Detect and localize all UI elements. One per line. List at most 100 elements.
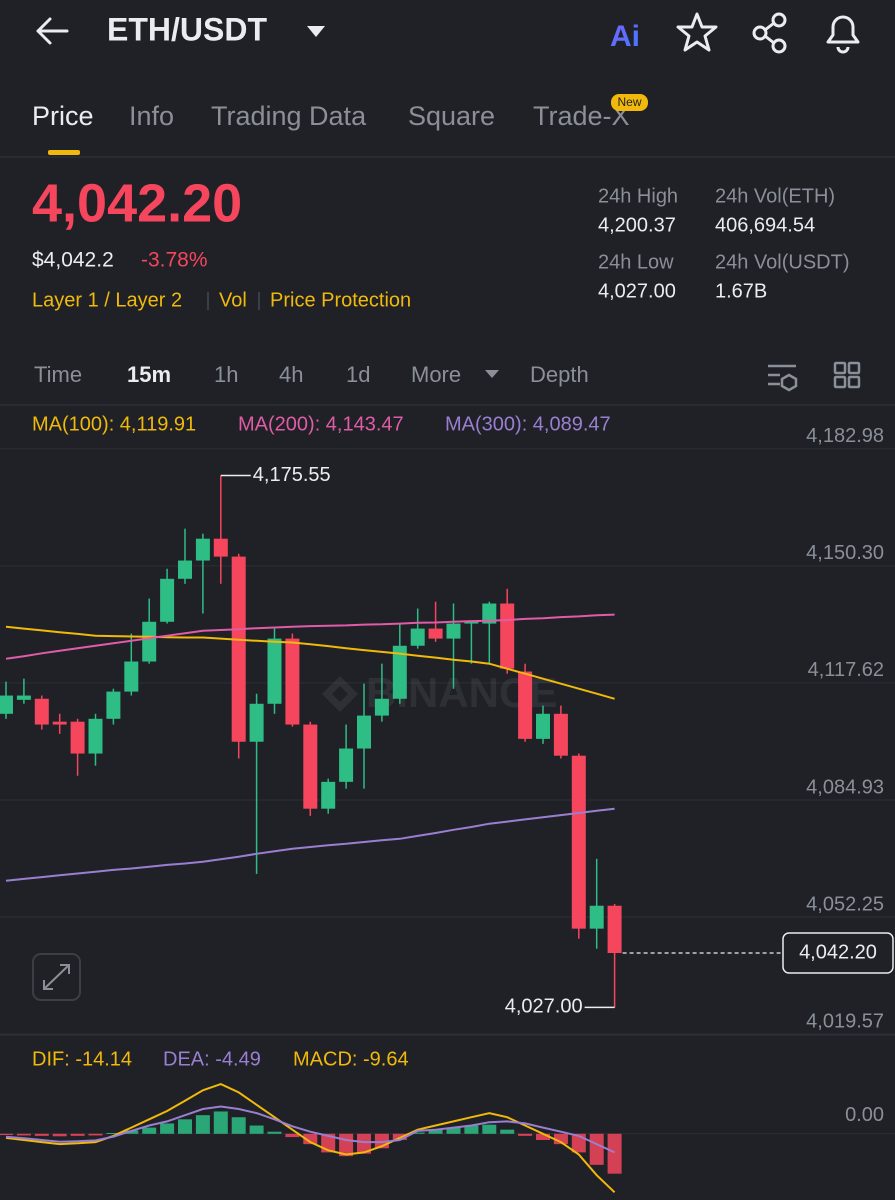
timeframe[interactable]: More	[411, 362, 461, 387]
macd-bar	[428, 1129, 443, 1134]
tab[interactable]: Square	[408, 101, 495, 131]
macd-bar	[589, 1133, 604, 1165]
ma-legend: MA(100): 4,119.91	[32, 413, 196, 435]
macd-bar	[267, 1131, 282, 1134]
tab[interactable]: Trading Data	[211, 101, 367, 131]
candle-body	[106, 691, 121, 719]
y-tick-label: 4,052.25	[806, 893, 884, 915]
macd-bar	[249, 1125, 264, 1134]
macd-bar	[16, 1133, 31, 1136]
favorite-button[interactable]	[676, 12, 718, 52]
high-marker-label: 4,175.55	[253, 464, 331, 486]
candle-body	[518, 671, 533, 739]
macd-bar	[303, 1133, 318, 1145]
usd-price: $4,042.2	[32, 249, 114, 272]
candle-body	[410, 628, 425, 646]
candle-body	[34, 698, 49, 725]
candle-body	[446, 623, 461, 639]
macd-bar	[518, 1133, 533, 1136]
new-badge-text: New	[617, 95, 641, 109]
candle-body	[339, 748, 354, 782]
timeframe[interactable]: 1h	[214, 362, 238, 387]
active-tab-indicator	[48, 150, 80, 155]
candle-body	[88, 718, 103, 754]
macd-legend: DEA: -4.49	[163, 1048, 261, 1070]
candle-body	[589, 905, 604, 929]
ma-line	[5, 625, 615, 700]
candle-body	[464, 621, 479, 624]
macd-bar	[213, 1111, 228, 1134]
candle-body	[607, 905, 622, 953]
ma-line	[5, 807, 615, 882]
macd-bar	[70, 1133, 85, 1136]
last-price: 4,042.20	[32, 173, 242, 233]
timeframe[interactable]: 4h	[279, 362, 303, 387]
pair-dropdown[interactable]	[307, 26, 325, 37]
stat-value: 4,027.00	[598, 280, 676, 302]
macd-bar	[178, 1119, 192, 1134]
expand-button[interactable]	[32, 953, 81, 1001]
layout-settings[interactable]	[833, 361, 861, 389]
candle-body	[16, 695, 31, 700]
y-tick-label: 4,182.98	[806, 425, 884, 447]
macd-bar	[500, 1129, 515, 1134]
macd-legend: DIF: -14.14	[32, 1048, 132, 1070]
more-dropdown[interactable]	[485, 370, 499, 378]
candle-body	[178, 560, 192, 579]
macd-bar	[124, 1130, 139, 1134]
stat-value: 4,200.37	[598, 214, 676, 236]
pair-title[interactable]: ETH/USDT	[107, 11, 267, 47]
last-price-box	[782, 932, 894, 974]
candle-body	[231, 556, 246, 742]
stat-value: 1.67B	[715, 280, 767, 302]
macd-bar	[106, 1132, 121, 1134]
tag-row: Layer 1 / Layer 2 Vol Price Protection	[32, 289, 411, 311]
candle-body	[303, 724, 318, 809]
macd-bar	[88, 1133, 103, 1136]
ma-legend: MA(200): 4,143.47	[238, 413, 404, 435]
y-tick-label: 4,084.93	[806, 776, 884, 798]
ai-button[interactable]: Ai	[610, 20, 640, 53]
stat-label: 24h Vol(USDT)	[715, 251, 850, 273]
tab[interactable]: Info	[129, 101, 174, 131]
candle-body	[249, 703, 264, 742]
macd-bar	[553, 1133, 568, 1145]
ma-legend: MA(300): 4,089.47	[445, 413, 611, 435]
stat-label: 24h High	[598, 185, 678, 207]
stat-label: 24h Low	[598, 251, 674, 273]
macd-bar	[0, 1133, 13, 1136]
candle-body	[392, 645, 407, 699]
alert-button[interactable]	[826, 15, 860, 54]
macd-legend: MACD: -9.64	[293, 1048, 409, 1070]
low-marker-label: 4,027.00	[505, 996, 583, 1018]
candle-body	[267, 638, 282, 704]
candle-body	[52, 721, 67, 725]
price-change: -3.78%	[141, 249, 208, 272]
candle-body	[285, 638, 300, 725]
timeframe[interactable]: Depth	[530, 362, 589, 387]
tab[interactable]: Price	[32, 101, 94, 131]
macd-bar	[142, 1127, 157, 1134]
macd-bar	[195, 1115, 210, 1134]
dea-line	[5, 1105, 616, 1154]
ma-line	[5, 613, 615, 660]
y-tick-label: 4,150.30	[806, 542, 884, 564]
candle-body	[160, 578, 175, 622]
candle-body	[536, 713, 550, 739]
timeframe[interactable]: 1d	[346, 362, 370, 387]
macd-bar	[52, 1133, 67, 1137]
macd-bar	[607, 1133, 622, 1174]
tag[interactable]: Vol	[219, 289, 247, 311]
tag[interactable]: Price Protection	[270, 289, 411, 311]
share-button[interactable]	[752, 12, 787, 54]
tag[interactable]: Layer 1 / Layer 2	[32, 289, 182, 311]
back-button[interactable]	[36, 17, 69, 45]
indicator-settings[interactable]	[768, 364, 798, 392]
stat-label: 24h Vol(ETH)	[715, 185, 835, 207]
macd-bar	[410, 1132, 425, 1134]
timeframe[interactable]: 15m	[127, 362, 171, 387]
timeframe[interactable]: Time	[34, 362, 82, 387]
macd-bar	[160, 1123, 175, 1134]
